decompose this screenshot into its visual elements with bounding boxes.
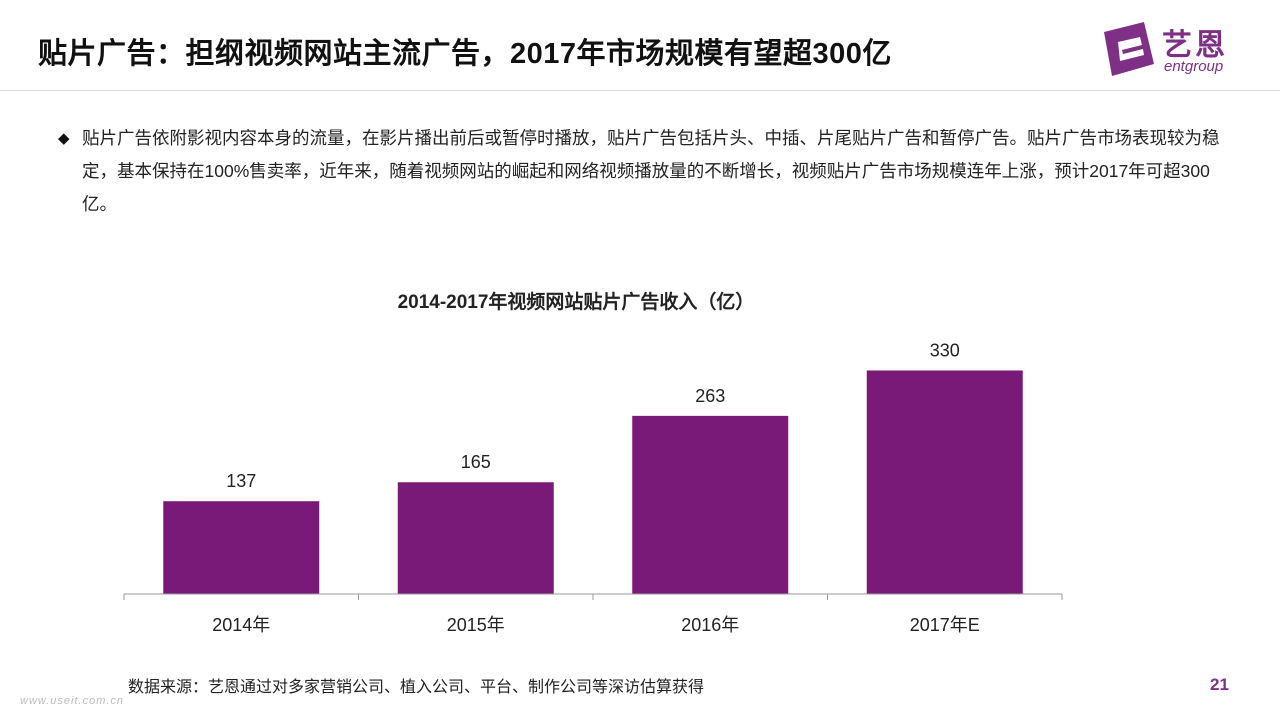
summary-text: 贴片广告依附影视内容本身的流量，在影片播出前后或暂停时播放，贴片广告包括片头、中…: [82, 128, 1220, 214]
bar-3: [866, 370, 1023, 594]
data-label-0: 137: [226, 471, 256, 491]
page-title: 贴片广告：担纲视频网站主流广告，2017年市场规模有望超300亿: [38, 38, 892, 70]
entgroup-logo: 艺恩 entgroup: [1098, 18, 1243, 80]
entgroup-logo-icon: [1104, 22, 1154, 76]
bar-1: [397, 482, 554, 594]
chart-title: 2014-2017年视频网站贴片广告收入（亿）: [397, 292, 755, 313]
category-label-2: 2016年: [681, 615, 739, 635]
title-divider: [0, 90, 1280, 91]
category-label-3: 2017年E: [910, 615, 980, 635]
data-label-1: 165: [461, 452, 491, 472]
category-label-0: 2014年: [212, 615, 270, 635]
bar-0: [163, 501, 320, 594]
page-number: 21: [1210, 675, 1229, 694]
diamond-icon: ◆: [58, 130, 70, 147]
data-label-3: 330: [930, 340, 960, 360]
logo-chinese-text: 艺恩: [1162, 29, 1228, 62]
summary-paragraph: ◆ 贴片广告依附影视内容本身的流量，在影片播出前后或暂停时播放，贴片广告包括片头…: [58, 122, 1228, 221]
category-label-1: 2015年: [447, 615, 505, 635]
bar-2: [632, 415, 789, 594]
logo-english-text: entgroup: [1164, 58, 1224, 75]
watermark: www.useit.com.cn: [20, 695, 125, 707]
data-label-2: 263: [695, 386, 725, 406]
data-source-note: 数据来源：艺恩通过对多家营销公司、植入公司、平台、制作公司等深访估算获得: [128, 679, 705, 696]
